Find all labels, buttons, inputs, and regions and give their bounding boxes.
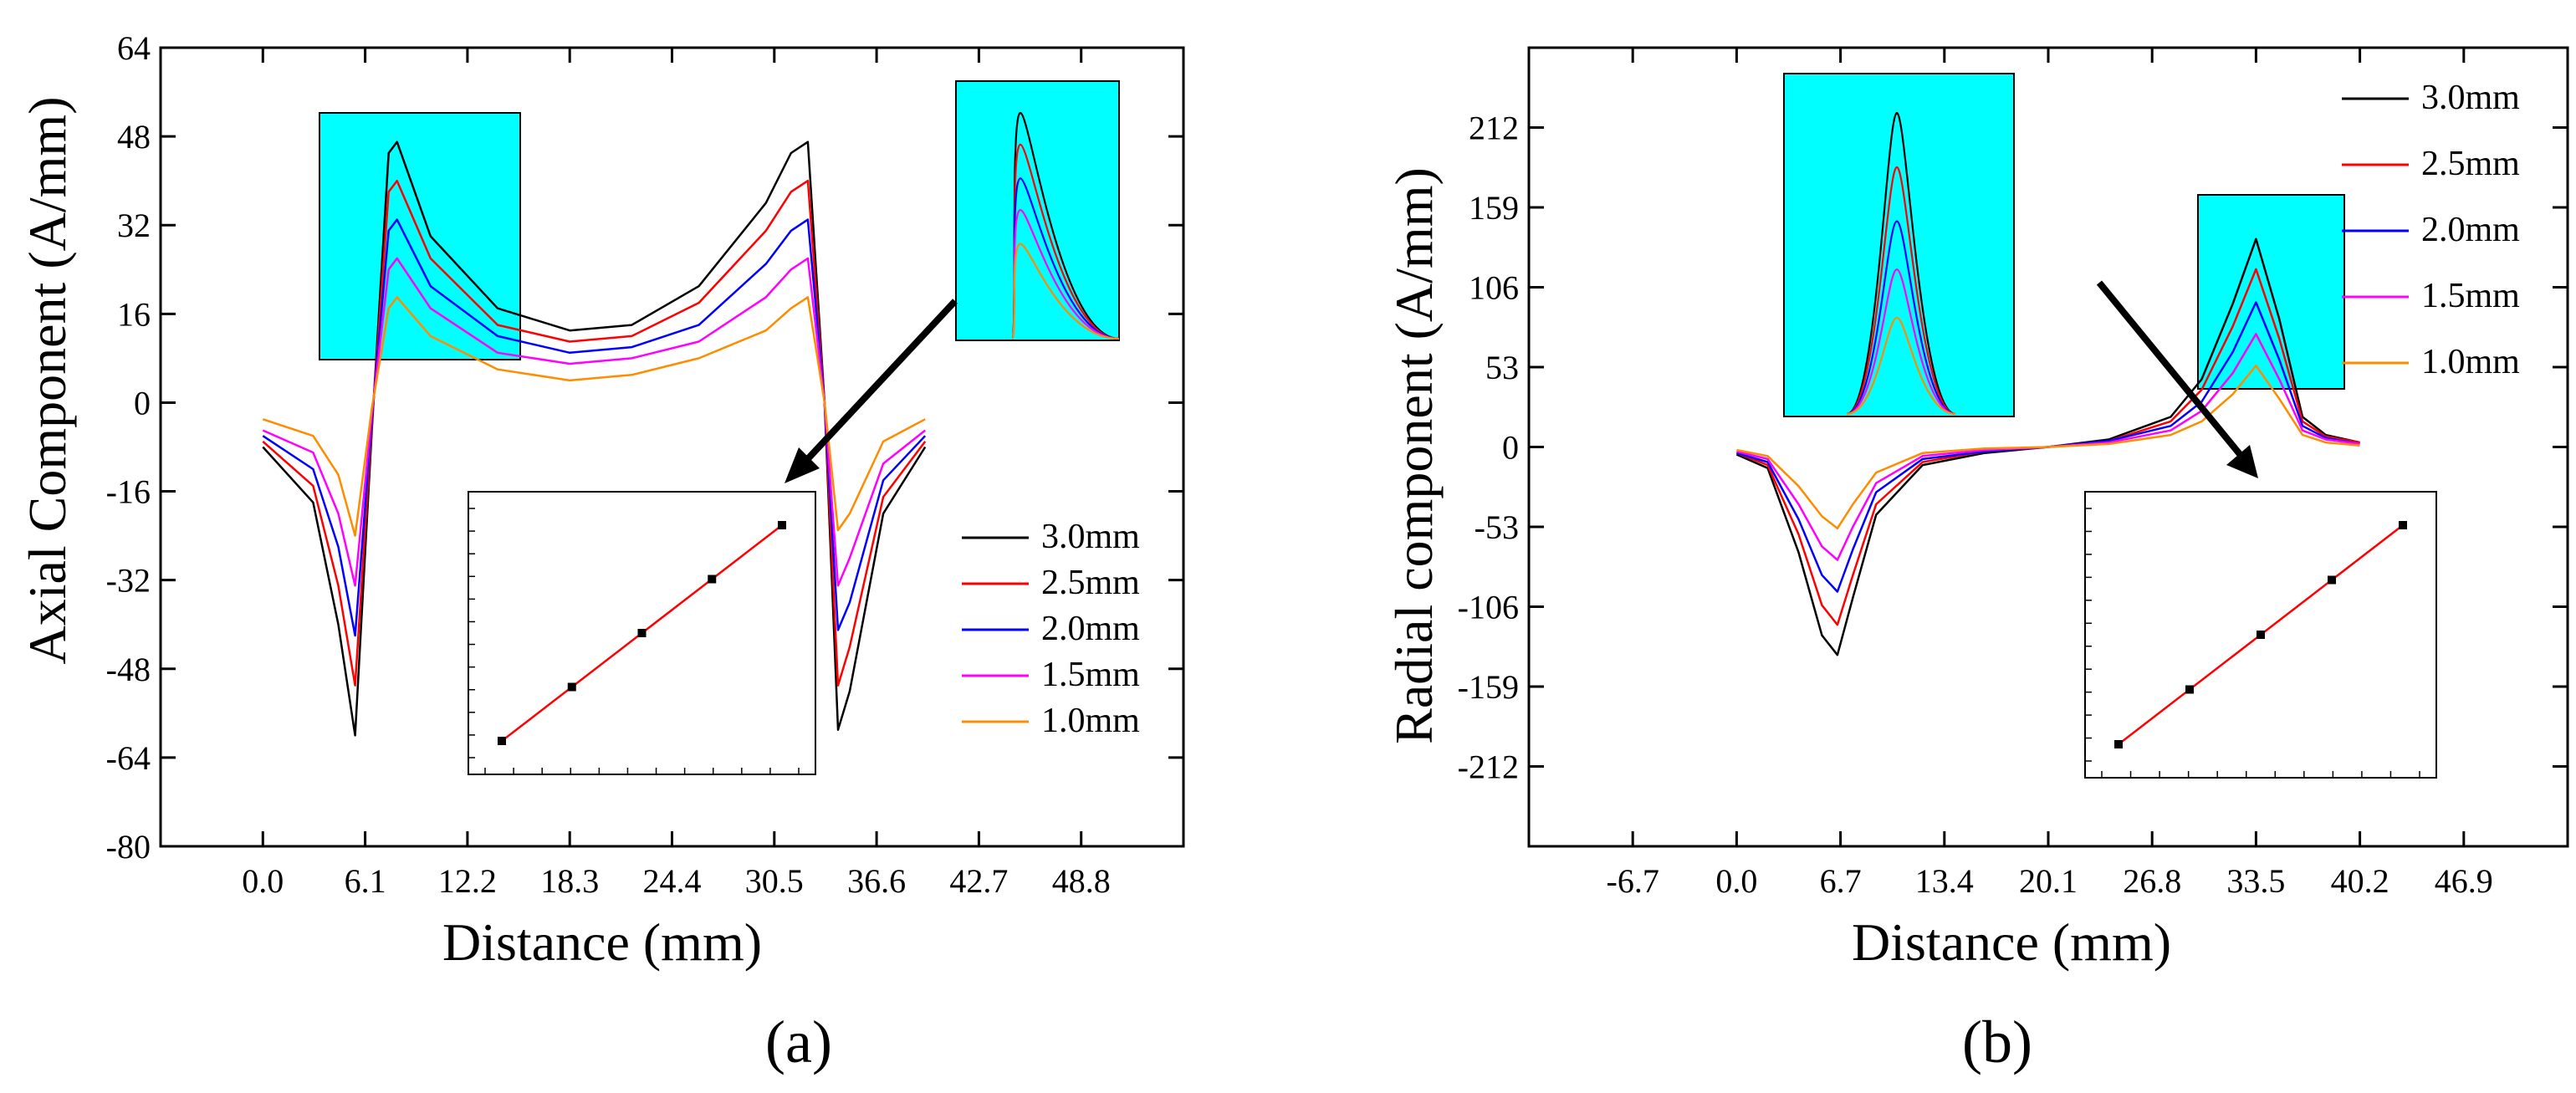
y-tick-label: -48	[106, 651, 151, 688]
zoom-line-3.0mm	[1846, 111, 1956, 416]
series-line-1.0mm	[1736, 364, 2360, 530]
panel-caption-b: (b)	[1962, 1009, 2032, 1075]
x-tick-label: 6.7	[1820, 862, 1862, 900]
zoom-line-1.5mm	[1846, 268, 1956, 416]
zoom-curves-b	[1846, 111, 1956, 416]
y-tick-label: -106	[1458, 589, 1519, 626]
y-axis-title-a: Axial Component (A/mm)	[18, 96, 77, 664]
series-line-1.0mm	[262, 296, 926, 537]
x-tick-label: 40.2	[2331, 862, 2389, 900]
fit-point	[2114, 740, 2123, 748]
zoom-line-2.0mm	[1846, 220, 1956, 416]
x-tick-label: 46.9	[2435, 862, 2493, 900]
x-tick-label: 13.4	[1915, 862, 1974, 900]
x-tick-label: 30.5	[745, 862, 804, 900]
x-ticks-b: -6.7 0.0 6.7 13.4 20.1 26.8 33.5 40.2 46.9	[1607, 48, 2493, 900]
arrow-head-a	[785, 447, 820, 483]
x-tick-label: 36.6	[847, 862, 906, 900]
legend-label: 3.0mm	[2421, 79, 2520, 117]
curves-b	[1735, 237, 2360, 656]
zoom-line-2.5mm	[1846, 166, 1956, 416]
x-tick-label: 0.0	[1715, 862, 1757, 900]
series-line-1.5mm	[262, 257, 926, 587]
legend-label: 1.0mm	[2421, 343, 2520, 381]
x-tick-label: 24.4	[643, 862, 702, 900]
zoom-curves-right-a	[1010, 111, 1120, 340]
arrow-a	[800, 299, 958, 467]
y-tick-label: -53	[1475, 508, 1519, 546]
fit-point	[498, 737, 506, 745]
arrow-head-b	[2226, 445, 2258, 478]
panel-caption-a: (a)	[765, 1009, 832, 1075]
x-axis-title-b: Distance (mm)	[1852, 912, 2171, 972]
legend-label: 2.0mm	[1041, 610, 1140, 648]
legend-label: 3.0mm	[1041, 518, 1140, 556]
legend-label: 1.0mm	[1041, 702, 1140, 740]
legend-label: 1.5mm	[1041, 656, 1140, 694]
legend-label: 1.5mm	[2421, 277, 2520, 315]
curves-a	[262, 140, 927, 737]
y-tick-label: 16	[117, 295, 151, 333]
x-tick-label: 12.2	[438, 862, 497, 900]
zoom-line-1.0mm	[1010, 243, 1120, 340]
y-tick-label: -16	[106, 473, 151, 511]
fit-point	[708, 575, 717, 584]
series-line-3.0mm	[262, 140, 927, 737]
y-tick-label: 53	[1485, 349, 1519, 386]
y-tick-label: 212	[1469, 110, 1519, 147]
x-tick-label: 48.8	[1052, 862, 1111, 900]
y-tick-label: -80	[106, 828, 151, 866]
panel-b: -212 -159 -106 -53 0 53 106 159 212 -6.7 0.0 6.7 13…	[1384, 46, 2569, 1075]
fit-point	[2399, 521, 2407, 529]
zoom-inset-big-b	[1783, 73, 2015, 417]
x-tick-label: 33.5	[2226, 862, 2285, 900]
legend-label: 2.5mm	[2421, 145, 2520, 183]
y-tick-label: -159	[1458, 668, 1519, 706]
fit-point	[637, 629, 647, 637]
legend-label: 2.5mm	[1041, 564, 1140, 602]
y-tick-label: 48	[117, 118, 151, 156]
zoom-inset-right-a	[955, 80, 1120, 341]
x-tick-label: 6.1	[345, 862, 386, 900]
y-ticks-b: -212 -159 -106 -53 0 53 106 159 212	[1458, 110, 2568, 786]
series-line-2.0mm	[262, 218, 927, 637]
y-tick-label: 159	[1469, 189, 1519, 227]
zoom-line-1.0mm	[1846, 316, 1956, 416]
fit-point	[2328, 575, 2336, 585]
y-tick-label: 0	[134, 384, 151, 421]
y-tick-label: -32	[106, 562, 151, 600]
y-tick-label: 0	[1502, 429, 1519, 467]
y-ticks-a: -80 -64 -48 -32 -16 0 16 32 48 64	[106, 29, 1183, 866]
panel-a: -80 -64 -48 -32 -16 0 16 32 48 64 0.0 6.1 12.2 18.3 2…	[18, 29, 1185, 1075]
x-tick-label: 26.8	[2123, 862, 2181, 900]
y-tick-label: -64	[106, 739, 151, 777]
fit-plot-b	[2085, 508, 2420, 778]
x-tick-label: 42.7	[949, 862, 1008, 900]
fit-point	[567, 682, 576, 692]
fit-plot-a	[468, 508, 800, 774]
legend-b: 3.0mm 2.5mm 2.0mm 1.5mm 1.0mm	[2342, 79, 2520, 381]
fit-point	[2185, 685, 2194, 694]
x-tick-label: 18.3	[540, 862, 599, 900]
y-tick-label: 64	[117, 29, 151, 67]
fit-point	[2257, 631, 2265, 639]
fit-point	[778, 521, 786, 529]
x-ticks-a: 0.0 6.1 12.2 18.3 24.4 30.5 36.6 42.7 48.8	[242, 48, 1111, 900]
x-tick-label: 0.0	[242, 862, 284, 900]
y-tick-label: 106	[1469, 269, 1519, 307]
y-tick-label: -212	[1458, 748, 1519, 786]
arrow-b	[2096, 280, 2246, 461]
legend-label: 2.0mm	[2421, 211, 2520, 249]
x-tick-label: -6.7	[1607, 862, 1659, 900]
x-axis-title-a: Distance (mm)	[442, 912, 762, 972]
y-tick-label: 32	[117, 207, 151, 244]
series-line-2.5mm	[262, 179, 927, 687]
y-axis-title-b: Radial component (A/mm)	[1384, 167, 1444, 744]
legend-a: 3.0mm 2.5mm 2.0mm 1.5mm 1.0mm	[962, 518, 1140, 740]
x-tick-label: 20.1	[2019, 862, 2078, 900]
